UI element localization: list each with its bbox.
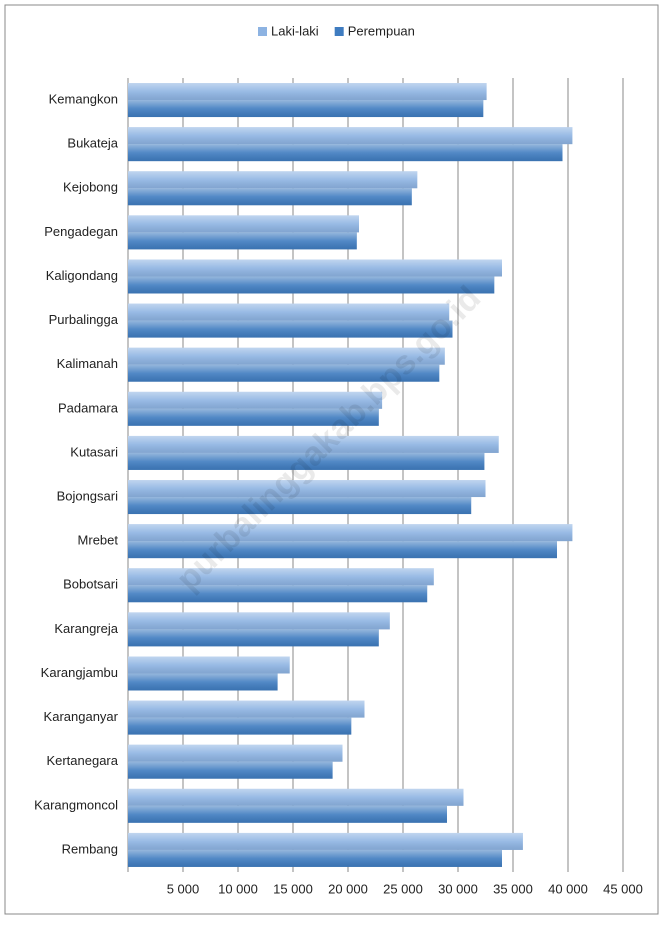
legend-label: Laki-laki [271, 23, 319, 38]
bars [128, 83, 573, 867]
bar-shine [128, 391, 383, 409]
bar-shine [128, 127, 573, 145]
bar-shine [128, 259, 502, 277]
bar-shine [128, 100, 484, 118]
bar-shine [128, 585, 428, 603]
bar-shine [128, 408, 379, 426]
bar-shine [128, 435, 499, 453]
bar-shine [128, 215, 359, 233]
x-tick-label: 30 000 [438, 881, 478, 896]
bar-shine [128, 744, 343, 762]
y-tick-label: Mrebet [78, 533, 119, 548]
bar-shine [128, 761, 333, 779]
bar-shine [128, 717, 352, 735]
y-tick-label: Karangreja [54, 621, 118, 636]
legend-swatch [334, 27, 344, 36]
bar-shine [128, 144, 563, 162]
bar-shine [128, 541, 557, 559]
bar-shine [128, 832, 523, 850]
y-tick-label: Karangjambu [41, 665, 118, 680]
x-tick-label: 35 000 [493, 881, 533, 896]
y-tick-label: Kaligondang [46, 268, 118, 283]
x-tick-label: 25 000 [383, 881, 423, 896]
x-tick-label: 20 000 [328, 881, 368, 896]
x-tick-label: 15 000 [273, 881, 313, 896]
bar-shine [128, 364, 440, 382]
bar-shine [128, 656, 290, 674]
bar-shine [128, 805, 447, 823]
bar-shine [128, 303, 450, 321]
x-tick-label: 45 000 [603, 881, 643, 896]
y-tick-label: Kutasari [70, 444, 118, 459]
bar-shine [128, 788, 464, 806]
bar-shine [128, 232, 357, 250]
bar-shine [128, 568, 434, 586]
bar-shine [128, 347, 445, 365]
bar-shine [128, 452, 485, 470]
bar-shine [128, 700, 365, 718]
legend-label: Perempuan [348, 23, 415, 38]
bar-shine [128, 612, 390, 630]
bar-shine [128, 188, 412, 206]
y-tick-label: Kejobong [63, 180, 118, 195]
y-tick-label: Kertanegara [46, 753, 118, 768]
bar-shine [128, 673, 278, 691]
y-tick-label: Rembang [62, 841, 118, 856]
y-tick-label: Pengadegan [44, 224, 118, 239]
y-tick-label: Kemangkon [49, 91, 118, 106]
bar-shine [128, 524, 573, 542]
bar-shine [128, 171, 418, 189]
x-tick-label: 40 000 [548, 881, 588, 896]
y-tick-label: Purbalingga [49, 312, 119, 327]
bar-shine [128, 849, 502, 867]
y-tick-label: Bobotsari [63, 577, 118, 592]
legend-swatch [258, 27, 267, 36]
y-tick-label: Karangmoncol [34, 797, 118, 812]
y-tick-label: Karanganyar [44, 709, 119, 724]
bar-shine [128, 276, 495, 294]
y-tick-label: Padamara [58, 400, 119, 415]
bar-shine [128, 320, 453, 338]
x-tick-label: 10 000 [218, 881, 258, 896]
bar-shine [128, 497, 472, 515]
bar-shine [128, 629, 379, 647]
y-tick-label: Bojongsari [57, 488, 119, 503]
grid [127, 78, 624, 872]
y-tick-label: Kalimanah [57, 356, 118, 371]
x-tick-label: 5 000 [167, 881, 200, 896]
bar-shine [128, 83, 487, 101]
y-tick-label: Bukateja [67, 136, 118, 151]
bar-shine [128, 480, 486, 498]
